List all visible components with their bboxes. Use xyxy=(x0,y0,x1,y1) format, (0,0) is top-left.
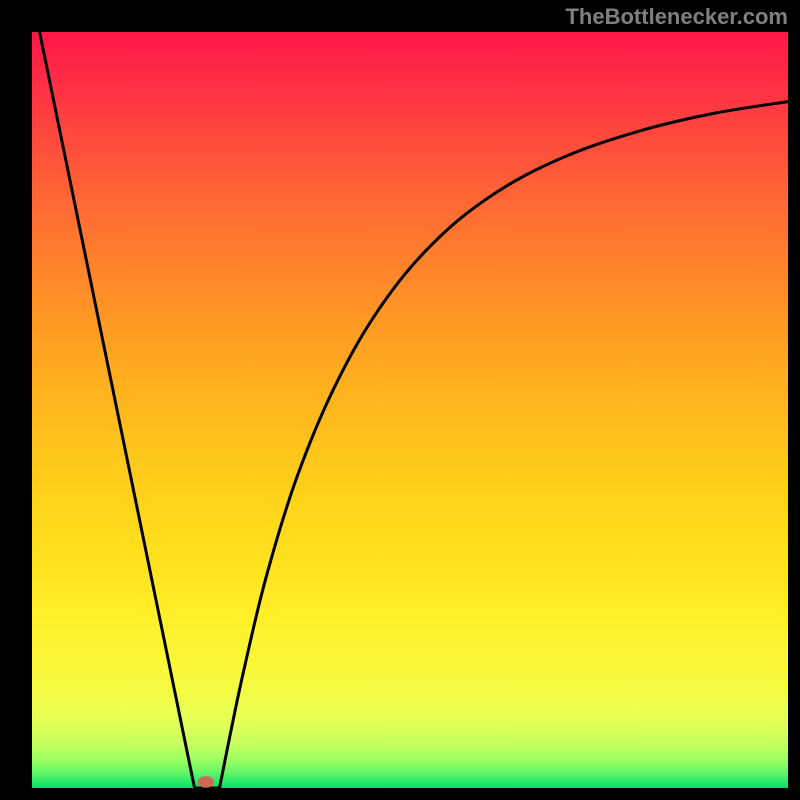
gradient-background xyxy=(32,32,788,788)
plot-area xyxy=(32,32,788,788)
chart-container: TheBottlenecker.com xyxy=(0,0,800,800)
curve-canvas xyxy=(32,32,788,788)
optimal-point-marker xyxy=(198,777,213,788)
watermark-text: TheBottlenecker.com xyxy=(565,4,788,30)
